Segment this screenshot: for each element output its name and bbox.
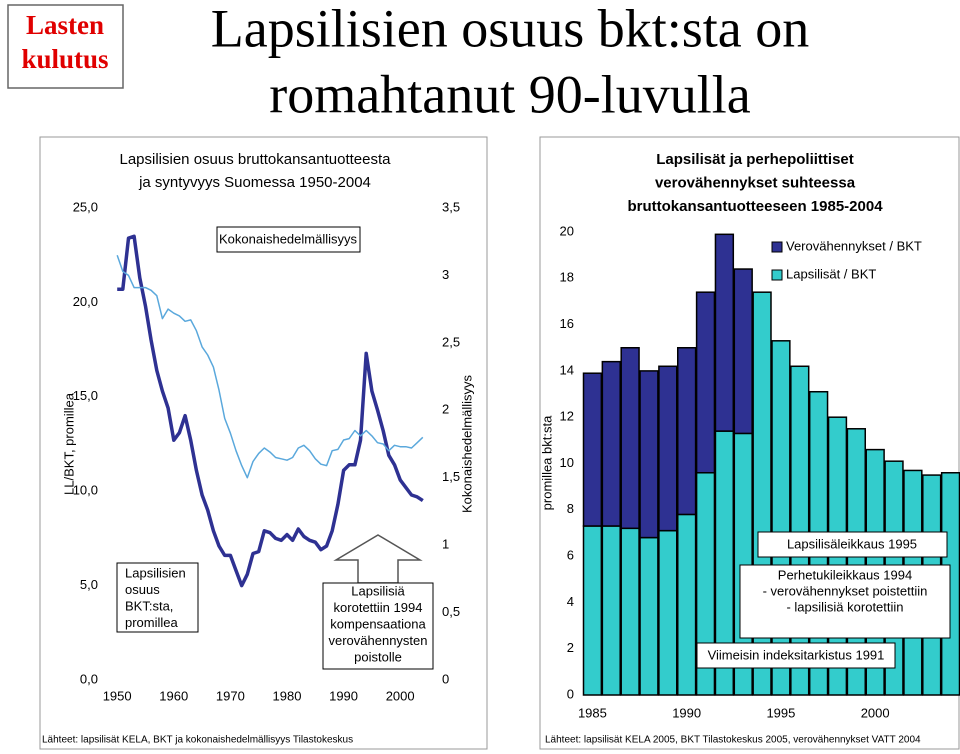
bar-segment xyxy=(771,340,791,696)
y-tick-label: 4 xyxy=(567,594,574,609)
x-tick-label: 1970 xyxy=(216,688,245,703)
y2-tick-label: 3 xyxy=(442,267,449,282)
y2-tick-label: 1,5 xyxy=(442,469,460,484)
legend-label: Verovähennykset / BKT xyxy=(786,238,922,253)
annotation: Lapsilisien xyxy=(125,565,186,580)
bar-segment xyxy=(677,347,697,516)
legend-swatch xyxy=(771,241,783,253)
y2-tick-label: 3,5 xyxy=(442,199,460,214)
bar-segment xyxy=(639,536,659,696)
annotation: Lapsilisäleikkaus 1995 xyxy=(787,536,917,551)
bar-segment xyxy=(658,529,678,696)
tag-text: Lasten xyxy=(26,10,104,40)
bar-segment xyxy=(601,525,621,696)
y-tick-label: 5,0 xyxy=(80,577,98,592)
y2-tick-label: 0 xyxy=(442,671,449,686)
y-tick-label: 25,0 xyxy=(73,199,98,214)
line xyxy=(116,254,424,479)
bar-segment xyxy=(733,268,753,435)
y-tick-label: 16 xyxy=(560,316,574,331)
y-tick-label: 20 xyxy=(560,223,574,238)
bar-segment xyxy=(601,360,621,527)
annotation: Perhetukileikkaus 1994 xyxy=(778,567,912,582)
y-tick-label: 14 xyxy=(560,362,574,377)
bar-segment xyxy=(658,365,678,532)
tag-box xyxy=(7,4,124,89)
annotation-box xyxy=(322,582,434,670)
right-frame xyxy=(539,136,960,750)
y-tick-label: 2 xyxy=(567,640,574,655)
x-tick-label: 1995 xyxy=(766,705,795,720)
x-tick-label: 2000 xyxy=(386,688,415,703)
annotation: verovähennysten xyxy=(328,633,427,648)
chart-title: Lapsilisien osuus bruttokansantuotteesta xyxy=(119,151,391,168)
y2-tick-label: 2 xyxy=(442,402,449,417)
y-tick-label: 12 xyxy=(560,409,574,424)
x-tick-label: 1980 xyxy=(273,688,302,703)
x-tick-label: 1990 xyxy=(329,688,358,703)
line xyxy=(117,234,424,588)
legend-swatch xyxy=(771,269,783,281)
y-tick-label: 18 xyxy=(560,270,574,285)
tag-text: kulutus xyxy=(21,44,108,74)
bar-segment xyxy=(677,513,697,696)
bar-segment xyxy=(695,291,716,474)
y-tick-label: 10 xyxy=(560,455,574,470)
annotation-box xyxy=(739,564,951,639)
y-tick-label: 6 xyxy=(567,548,574,563)
x-tick-label: 1985 xyxy=(578,705,607,720)
chart-title: Lapsilisät ja perhepoliittiset xyxy=(656,151,854,168)
y-tick-label: 8 xyxy=(567,501,574,516)
arrow xyxy=(333,534,423,584)
y2-tick-label: 0,5 xyxy=(442,604,460,619)
y-axis-label: promillea bkt:sta xyxy=(539,415,554,510)
bar-segment xyxy=(639,370,659,539)
source: Lähteet: lapsilisät KELA, BKT ja kokonai… xyxy=(42,735,353,746)
y-tick-label: 0,0 xyxy=(80,671,98,686)
x-tick-label: 1990 xyxy=(672,705,701,720)
source: Lähteet: lapsilisät KELA 2005, BKT Tilas… xyxy=(545,735,921,746)
annotation: - lapsilisiä korotettiin xyxy=(786,599,903,614)
bar-segment xyxy=(714,233,735,432)
annotation-box xyxy=(696,642,896,669)
legend-label: Lapsilisät / BKT xyxy=(786,266,876,281)
annotation: - verovähennykset poistettiin xyxy=(763,583,928,598)
annotation: poistolle xyxy=(354,649,402,664)
bar-segment xyxy=(582,372,603,527)
chart-title: bruttokansantuotteeseen 1985-2004 xyxy=(627,198,883,215)
annotation: Kokonaishedelmällisyys xyxy=(219,231,358,246)
annotation-box xyxy=(757,531,948,558)
annotation: promillea xyxy=(125,615,179,630)
bar-segment xyxy=(582,525,603,696)
x-tick-label: 1950 xyxy=(103,688,132,703)
y2-tick-label: 2,5 xyxy=(442,334,460,349)
x-tick-label: 1960 xyxy=(159,688,188,703)
y-tick-label: 0 xyxy=(567,686,574,701)
y2-axis-label: Kokonaishedelmällisyys xyxy=(459,374,474,513)
y-tick-label: 10,0 xyxy=(73,483,98,498)
annotation: korotettiin 1994 xyxy=(334,600,423,615)
y-axis-label: LL/BKT, promillea xyxy=(61,392,76,495)
chart-title: verovähennykset suhteessa xyxy=(655,174,856,191)
annotation: Viimeisin indeksitarkistus 1991 xyxy=(708,647,885,662)
annotation: Lapsilisiä xyxy=(351,583,405,598)
annotation-box xyxy=(216,226,361,253)
y-tick-label: 15,0 xyxy=(73,388,98,403)
slide-title: romahtanut 90-luvulla xyxy=(269,64,750,124)
y-tick-label: 20,0 xyxy=(73,294,98,309)
annotation: kompensaationa xyxy=(330,616,426,631)
x-tick-label: 2000 xyxy=(861,705,890,720)
y2-tick-label: 1 xyxy=(442,537,449,552)
chart-title: ja syntyvyys Suomessa 1950-2004 xyxy=(138,174,371,191)
annotation-box xyxy=(116,562,199,633)
bar-segment xyxy=(620,347,640,530)
left-frame xyxy=(39,136,488,750)
annotation: osuus xyxy=(125,582,160,597)
bar-segment xyxy=(620,527,640,696)
annotation: BKT:sta, xyxy=(125,598,173,613)
slide-title: Lapsilisien osuus bkt:sta on xyxy=(211,0,809,58)
